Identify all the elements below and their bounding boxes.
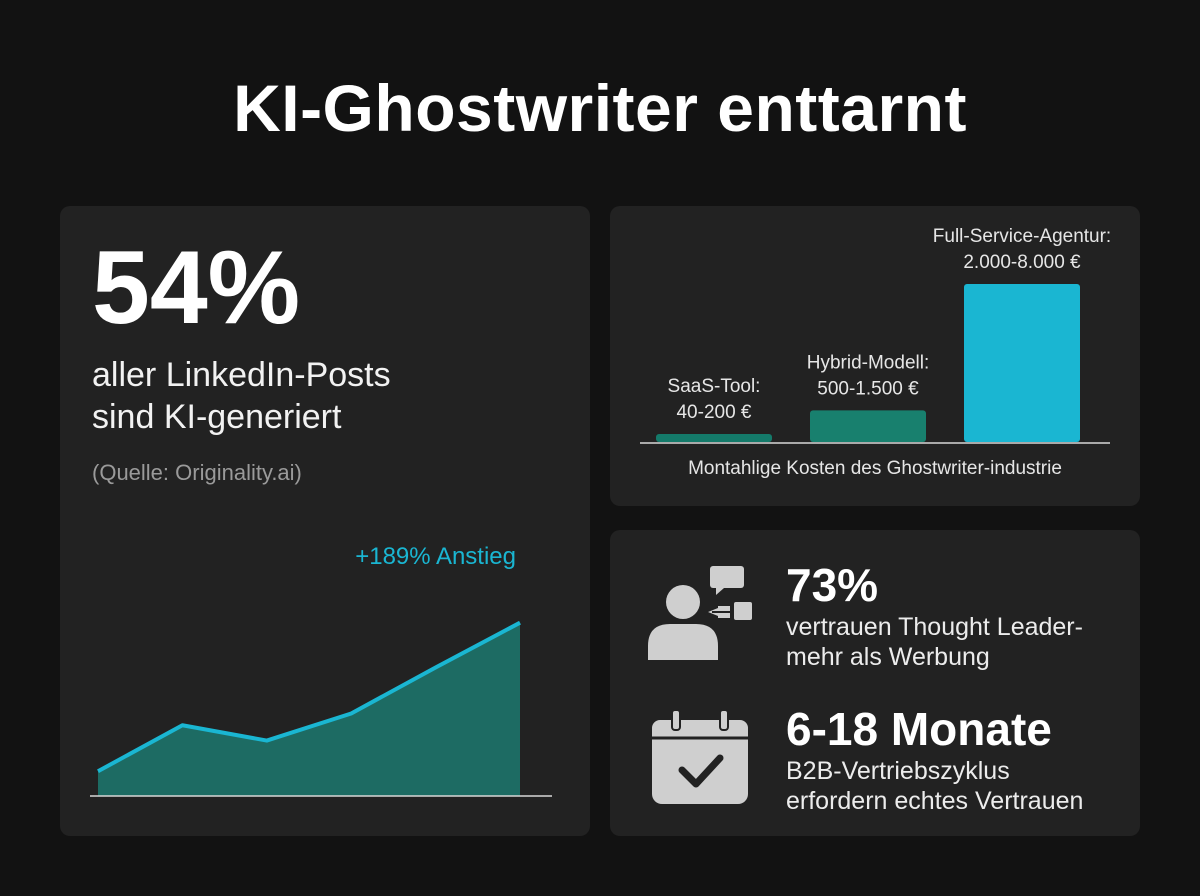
bar-value-label-2: 2.000-8.000 €: [963, 252, 1081, 273]
headline-stat-card: 54% aller LinkedIn-Posts sind KI-generie…: [60, 206, 590, 836]
source-note: (Quelle: Originality.ai): [92, 460, 302, 485]
bar-2: [964, 284, 1080, 442]
cost-bar-chart: SaaS-Tool: 40-200 € Hybrid-Modell: 500-1.50…: [640, 226, 1111, 479]
bar-category-label-1: Hybrid-Modell:: [807, 352, 929, 373]
bar-category-label-2: Full-Service-Agentur:: [933, 226, 1111, 247]
stat-desc-trust-line-2: mehr als Werbung: [786, 643, 990, 671]
stat-value-cycle: 6-18 Monate: [786, 703, 1052, 755]
bar-value-label-1: 500-1.500 €: [817, 378, 919, 399]
stat-desc-trust: vertrauen Thought Leader- mehr als Werbu…: [786, 612, 1083, 672]
cost-chart-card: SaaS-Tool: 40-200 € Hybrid-Modell: 500-1.50…: [610, 206, 1140, 506]
page-title: KI-Ghostwriter enttarnt: [233, 71, 967, 145]
stat-desc-cycle: B2B-Vertriebszyklus erfordern echtes Ver…: [786, 756, 1083, 816]
bar-category-label-0: SaaS-Tool:: [668, 376, 761, 397]
person-speech-icon: [648, 566, 752, 660]
stat-desc-cycle-line-2: erfordern echtes Vertrauen: [786, 787, 1084, 815]
bar-value-label-0: 40-200 €: [676, 402, 751, 423]
stat-desc-trust-line-1: vertrauen Thought Leader-: [786, 613, 1083, 641]
headline-description: aller LinkedIn-Posts sind KI-generiert: [92, 354, 391, 438]
stat-desc-cycle-line-1: B2B-Vertriebszyklus: [786, 757, 1010, 785]
area-line: [97, 620, 521, 773]
bar-1: [810, 410, 926, 442]
headline-line-1: aller LinkedIn-Posts: [92, 356, 391, 394]
bar-0: [656, 434, 772, 442]
stat-value-trust: 73%: [786, 559, 879, 611]
headline-line-2: sind KI-generiert: [92, 398, 342, 436]
bar-chart-caption: Montahlige Kosten des Ghostwriter-indust…: [688, 458, 1062, 479]
stats-card: 73% vertrauen Thought Leader- mehr als W…: [610, 530, 1140, 836]
growth-annotation: +189% Anstieg: [355, 543, 516, 570]
calendar-check-icon: [652, 709, 748, 804]
headline-percentage: 54%: [92, 230, 301, 346]
area-fill: [98, 622, 520, 796]
growth-area-chart: +189% Anstieg: [90, 543, 552, 797]
